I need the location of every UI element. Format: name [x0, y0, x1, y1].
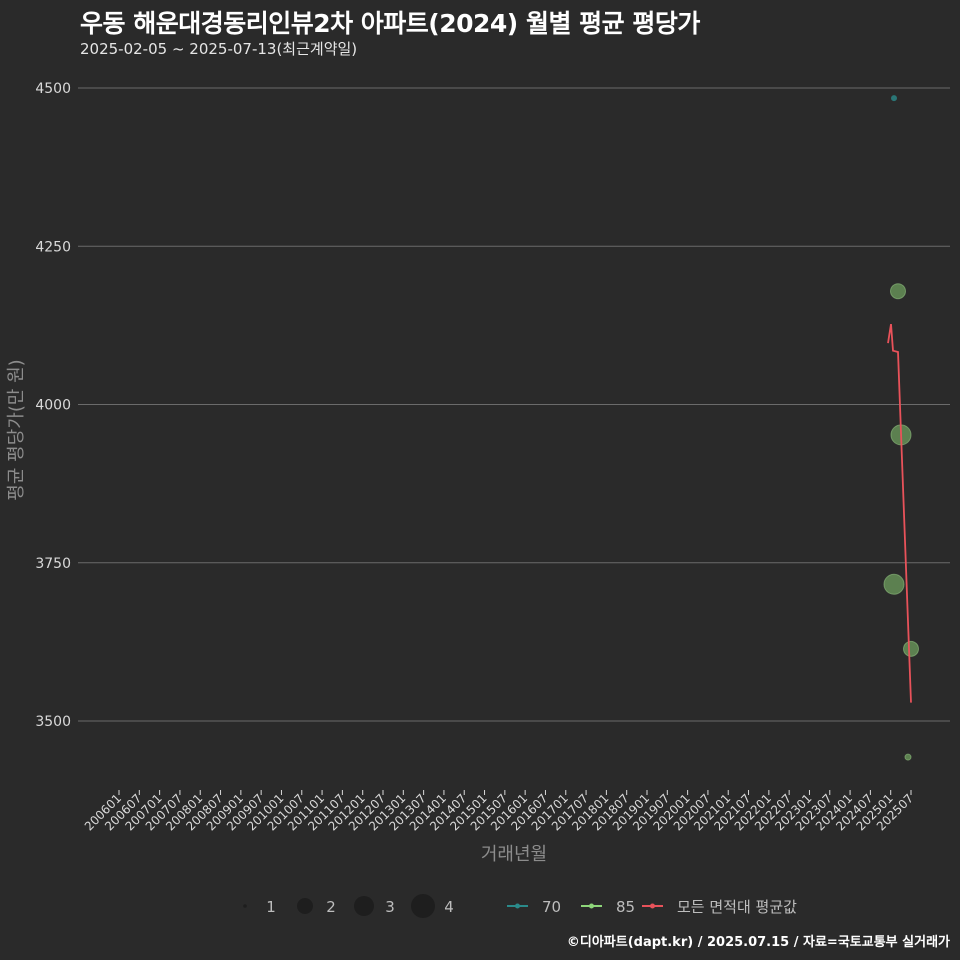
- legend-series-dot: [650, 903, 655, 909]
- source-credit: ©디아파트(dapt.kr) / 2025.07.15 / 자료=국토교통부 실…: [566, 935, 950, 950]
- legend-size-label: 2: [326, 898, 336, 916]
- legend-size-key: [297, 898, 313, 914]
- legend-series-label: 70: [542, 898, 561, 916]
- y-axis-title: 평균 평당가(만 원): [6, 359, 27, 500]
- data-point-85: [904, 753, 912, 761]
- legend-size-label: 1: [266, 898, 276, 916]
- legend-series-dot: [589, 903, 594, 909]
- legend-size-label: 4: [444, 898, 454, 916]
- legend: 1 2 3 4 70 85 모든 면적대 평균값: [243, 894, 797, 918]
- legend-size-key: [243, 904, 247, 908]
- data-point-70: [891, 95, 897, 102]
- x-axis-title: 거래년월: [481, 844, 547, 865]
- data-point-85: [890, 283, 906, 300]
- legend-series-label: 85: [616, 898, 635, 916]
- data-point-85: [903, 640, 919, 657]
- legend-series-dot: [515, 903, 520, 909]
- legend-size-key: [354, 896, 374, 916]
- data-point-85: [883, 573, 905, 595]
- chart-title: 우동 해운대경동리인뷰2차 아파트(2024) 월별 평균 평당가: [80, 9, 700, 38]
- y-tick-label: 3750: [35, 556, 71, 572]
- legend-size-label: 3: [385, 898, 395, 916]
- y-tick-label: 4500: [35, 81, 71, 97]
- y-tick-label: 3500: [35, 714, 71, 730]
- average-line: [887, 323, 912, 703]
- y-tick-label: 4000: [35, 398, 71, 414]
- legend-series-label: 모든 면적대 평균값: [677, 898, 797, 916]
- legend-size-key: [411, 894, 435, 918]
- y-tick-label: 4250: [35, 239, 71, 255]
- chart-subtitle: 2025-02-05 ~ 2025-07-13(최근계약일): [80, 40, 358, 58]
